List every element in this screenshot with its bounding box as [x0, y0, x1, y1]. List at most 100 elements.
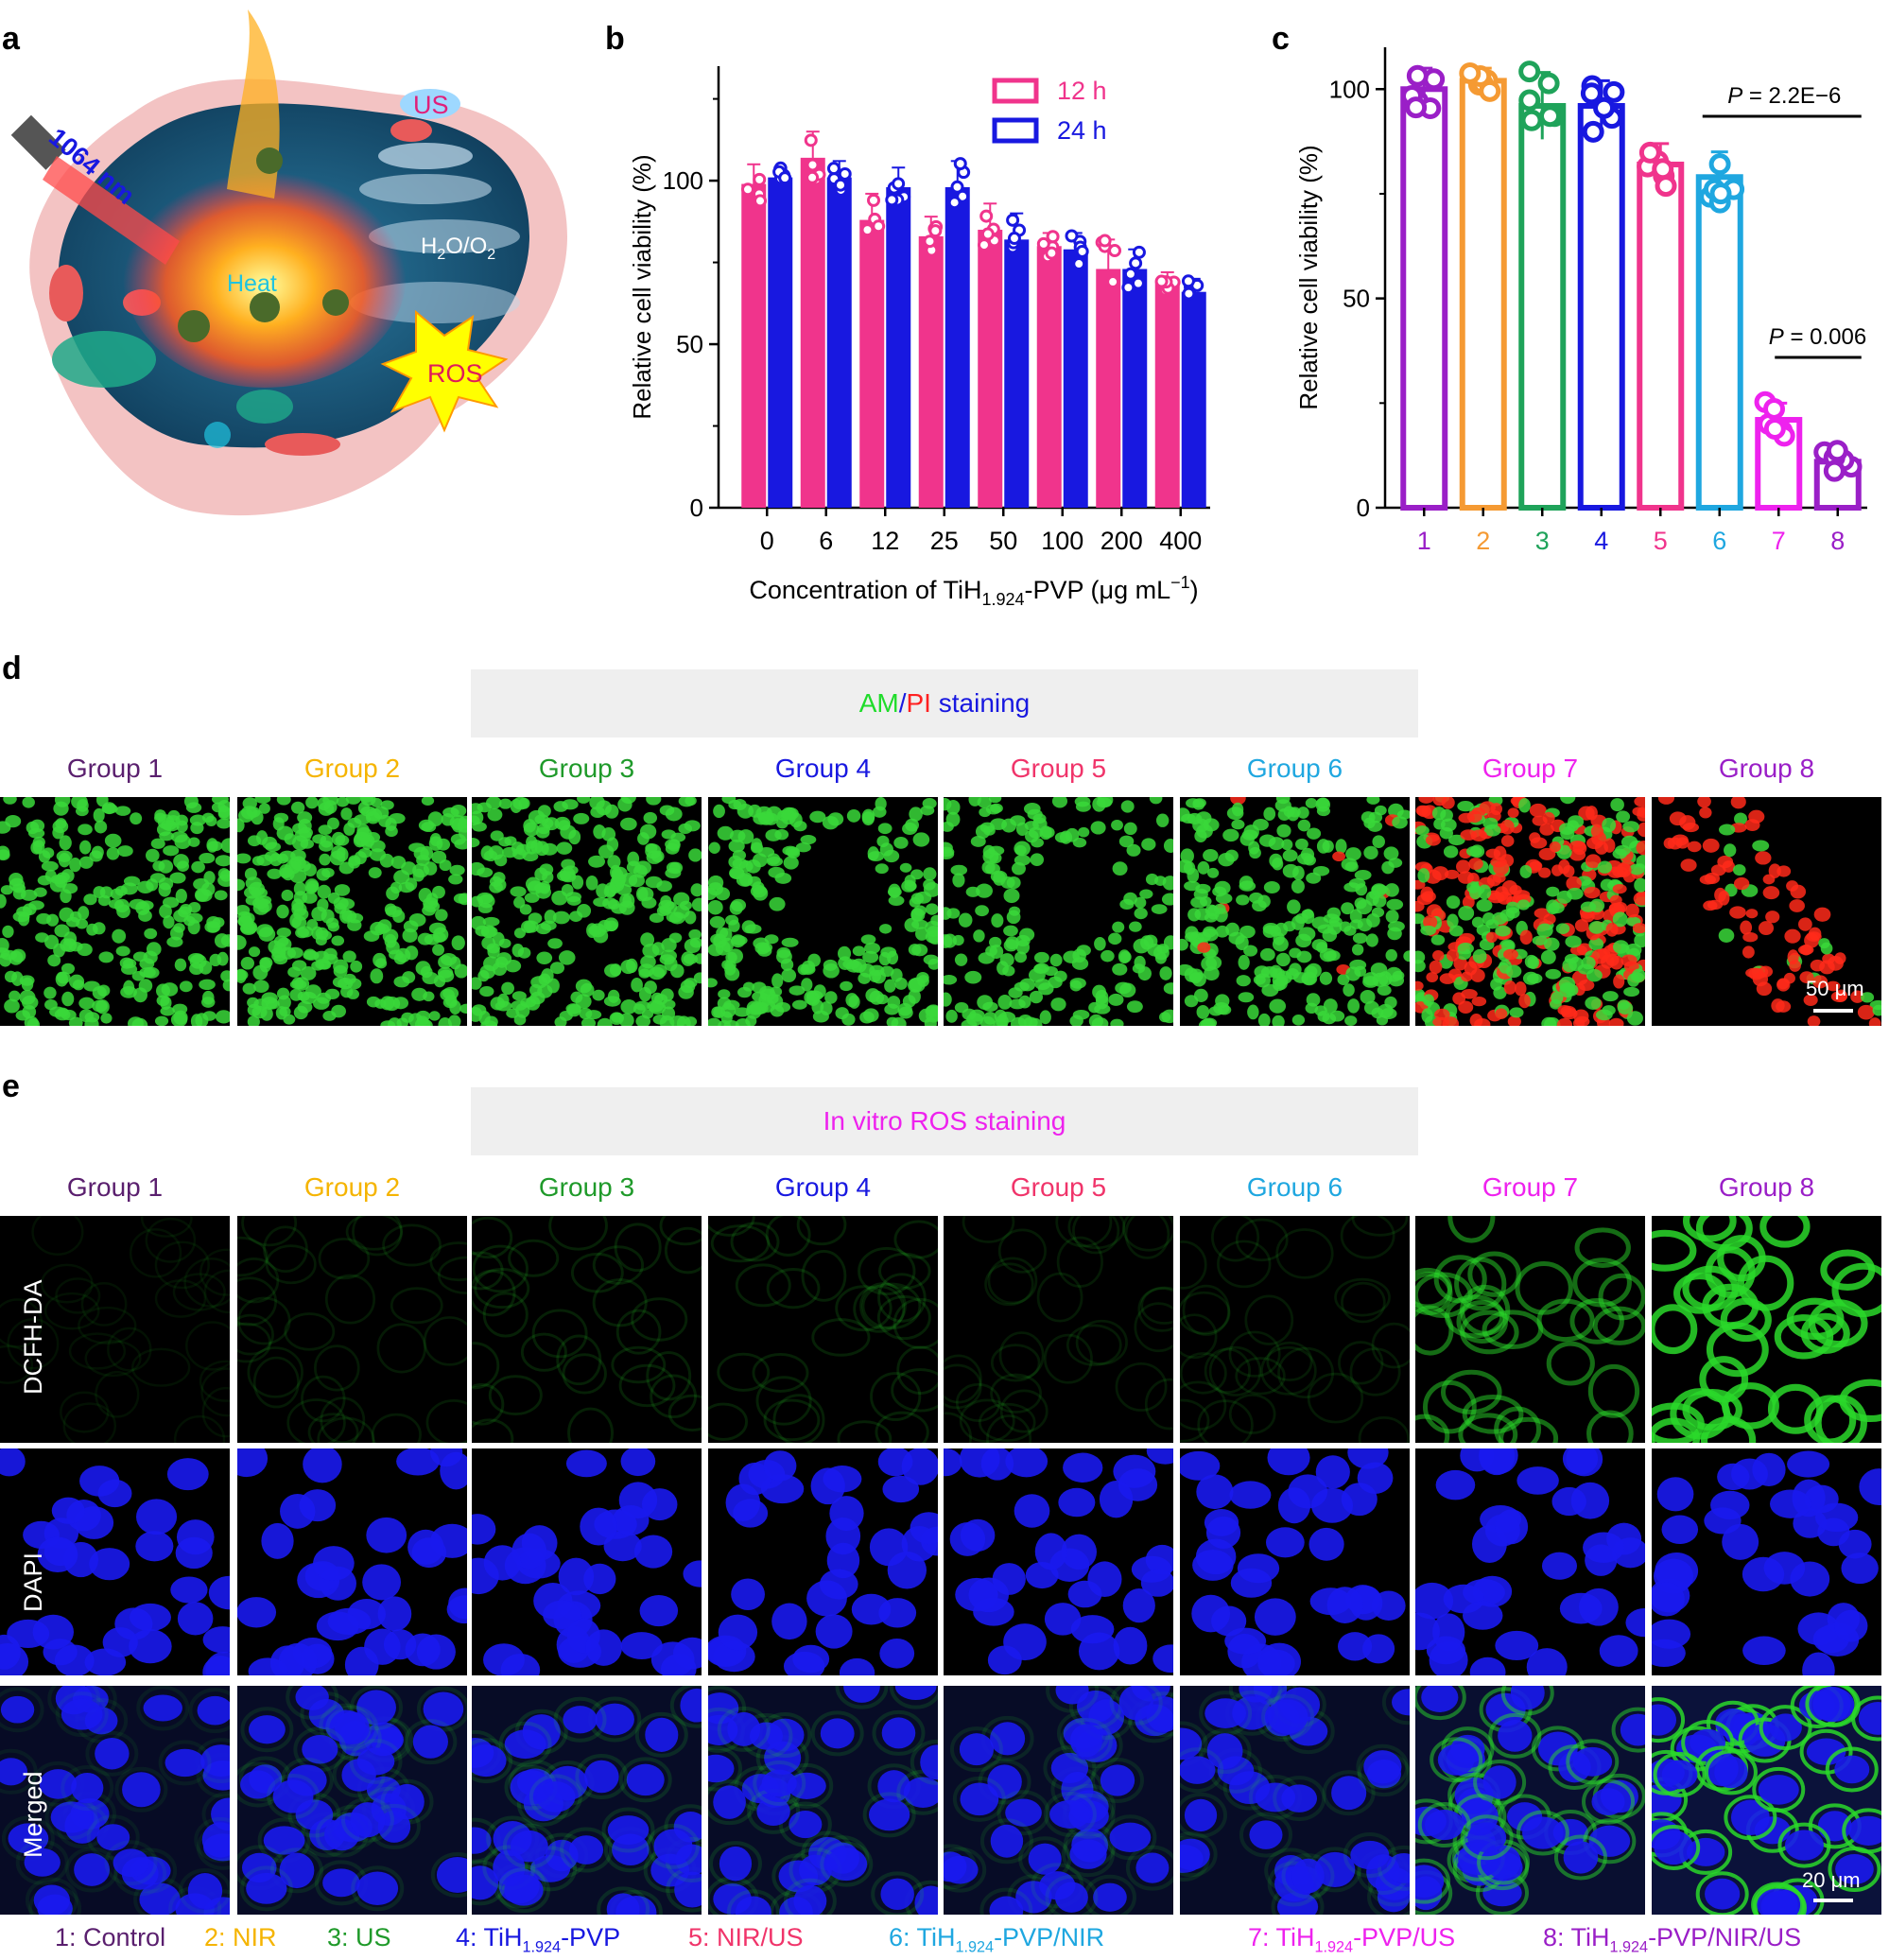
cell — [1461, 989, 1478, 999]
nucleus — [1469, 1656, 1506, 1675]
cytoplasm-signal — [1338, 1341, 1384, 1385]
cytoplasm-signal — [1228, 1330, 1281, 1378]
cell — [789, 985, 806, 996]
cell — [1432, 1016, 1450, 1026]
cell — [643, 811, 658, 824]
cell — [1014, 951, 1028, 963]
cytoplasm-signal — [783, 1878, 837, 1915]
scale-bar-label-e: 20 μm — [1802, 1868, 1861, 1892]
data-point — [1106, 275, 1120, 289]
cell — [433, 927, 449, 943]
cell — [774, 828, 789, 841]
cell — [1287, 899, 1301, 914]
cytoplasm-signal — [252, 1356, 300, 1409]
cell — [242, 982, 256, 995]
cell — [440, 988, 455, 1001]
cell — [195, 1013, 209, 1026]
cell — [52, 820, 69, 834]
cell — [989, 936, 1002, 948]
cell — [1363, 817, 1376, 829]
data-point — [953, 157, 967, 171]
cell — [1156, 944, 1170, 954]
cell — [1163, 839, 1173, 853]
cell — [1202, 1017, 1218, 1026]
cell — [1341, 858, 1358, 871]
cytoplasm-signal — [237, 1313, 274, 1356]
cell — [331, 935, 345, 946]
cell — [112, 928, 127, 944]
cell — [1385, 948, 1397, 962]
cytoplasm-signal — [31, 1216, 84, 1256]
cell — [57, 1007, 69, 1017]
cell — [449, 999, 461, 1015]
cell — [1850, 990, 1864, 1003]
cell — [988, 797, 1002, 804]
nucleus — [1758, 1775, 1799, 1805]
cell — [62, 883, 78, 894]
cell — [1289, 963, 1302, 977]
cell — [684, 820, 701, 832]
dapi-tile-group-1-image — [0, 1448, 230, 1675]
cell — [693, 972, 702, 984]
legend-group-4: 4: TiH1.924-PVP — [456, 1923, 621, 1956]
cell — [1446, 895, 1461, 910]
cell — [1524, 954, 1538, 969]
cell — [453, 893, 467, 904]
nucleus — [1135, 1852, 1170, 1883]
cell — [1518, 994, 1531, 1009]
cell — [1011, 861, 1026, 876]
nucleus — [789, 1810, 823, 1839]
cell — [1429, 960, 1443, 975]
dcfh-da-tile-group-3-image — [472, 1216, 702, 1443]
cell — [1094, 936, 1106, 951]
cytoplasm-signal — [1488, 1712, 1542, 1759]
cell — [1616, 810, 1631, 824]
cytoplasm-signal — [1482, 1310, 1544, 1350]
cytoplasm-signal — [955, 1382, 1001, 1422]
cytoplasm-signal — [1462, 1394, 1524, 1434]
cell — [923, 867, 937, 881]
cytoplasm-signal — [237, 1296, 291, 1345]
cell — [237, 878, 246, 892]
cell — [1733, 876, 1750, 891]
cytoplasm-signal — [1820, 1249, 1876, 1291]
nucleus — [1291, 1858, 1325, 1894]
nucleus — [390, 1783, 425, 1820]
bar-24h-200 — [1122, 269, 1148, 508]
cytoplasm-signal — [1515, 1260, 1573, 1315]
cell — [1258, 834, 1276, 847]
cell — [350, 960, 363, 973]
cytoplasm-signal — [871, 1871, 925, 1915]
data-point — [1181, 274, 1195, 288]
cell — [886, 1016, 899, 1026]
dcfh-da-tile-group-5-image — [944, 1216, 1173, 1443]
legend-group-3: 3: US — [327, 1923, 391, 1951]
cell — [952, 934, 964, 946]
data-point — [1708, 153, 1731, 176]
cytoplasm-signal — [1125, 1845, 1173, 1891]
data-point — [1518, 61, 1541, 83]
scale-bar-e — [1813, 1899, 1853, 1902]
cell — [1519, 864, 1533, 878]
cytoplasm-signal — [60, 1391, 110, 1433]
cell — [678, 797, 695, 807]
nucleus — [135, 1531, 174, 1562]
cell — [340, 985, 354, 998]
dcfh-da-tile-group-6-image — [1180, 1216, 1410, 1443]
cell — [1076, 945, 1091, 956]
cell — [1519, 929, 1533, 945]
cell — [1612, 884, 1627, 894]
cytoplasm-signal — [1180, 1380, 1227, 1431]
nucleus — [1562, 1448, 1599, 1475]
cell — [652, 1015, 667, 1025]
cytoplasm-signal — [7, 1318, 60, 1370]
cell — [631, 977, 643, 993]
cell — [552, 911, 570, 925]
cell — [876, 835, 890, 848]
cytoplasm-signal — [332, 1752, 386, 1798]
cell — [1422, 994, 1434, 1007]
cell — [732, 849, 747, 861]
cell — [1139, 889, 1153, 899]
nucleus — [708, 1754, 735, 1783]
cell — [1339, 921, 1352, 932]
